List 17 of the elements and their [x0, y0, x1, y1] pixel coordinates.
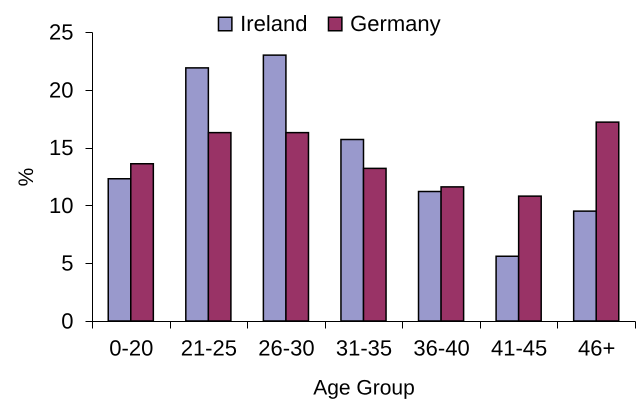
y-tick-label: 15 — [49, 135, 74, 160]
x-tick-label: 36-40 — [413, 336, 470, 360]
legend-label: Ireland — [240, 11, 308, 36]
x-tick-label: 0-20 — [109, 336, 154, 360]
x-tick-label: 41-45 — [491, 336, 548, 360]
y-tick-label: 25 — [49, 20, 74, 44]
y-tick-label: 20 — [49, 77, 74, 102]
legend-label: Germany — [350, 11, 441, 36]
y-tick-label: 0 — [61, 308, 74, 334]
x-tick-label: 31-35 — [336, 336, 392, 360]
y-tick-label: 5 — [61, 250, 74, 276]
x-tick-label: 46+ — [578, 336, 616, 360]
y-axis-title: % — [15, 168, 38, 186]
x-axis-title: Age Group — [313, 376, 415, 400]
x-tick-label: 21-25 — [180, 336, 237, 360]
x-tick-label: 26-30 — [258, 336, 315, 360]
y-tick-label: 10 — [49, 192, 74, 218]
